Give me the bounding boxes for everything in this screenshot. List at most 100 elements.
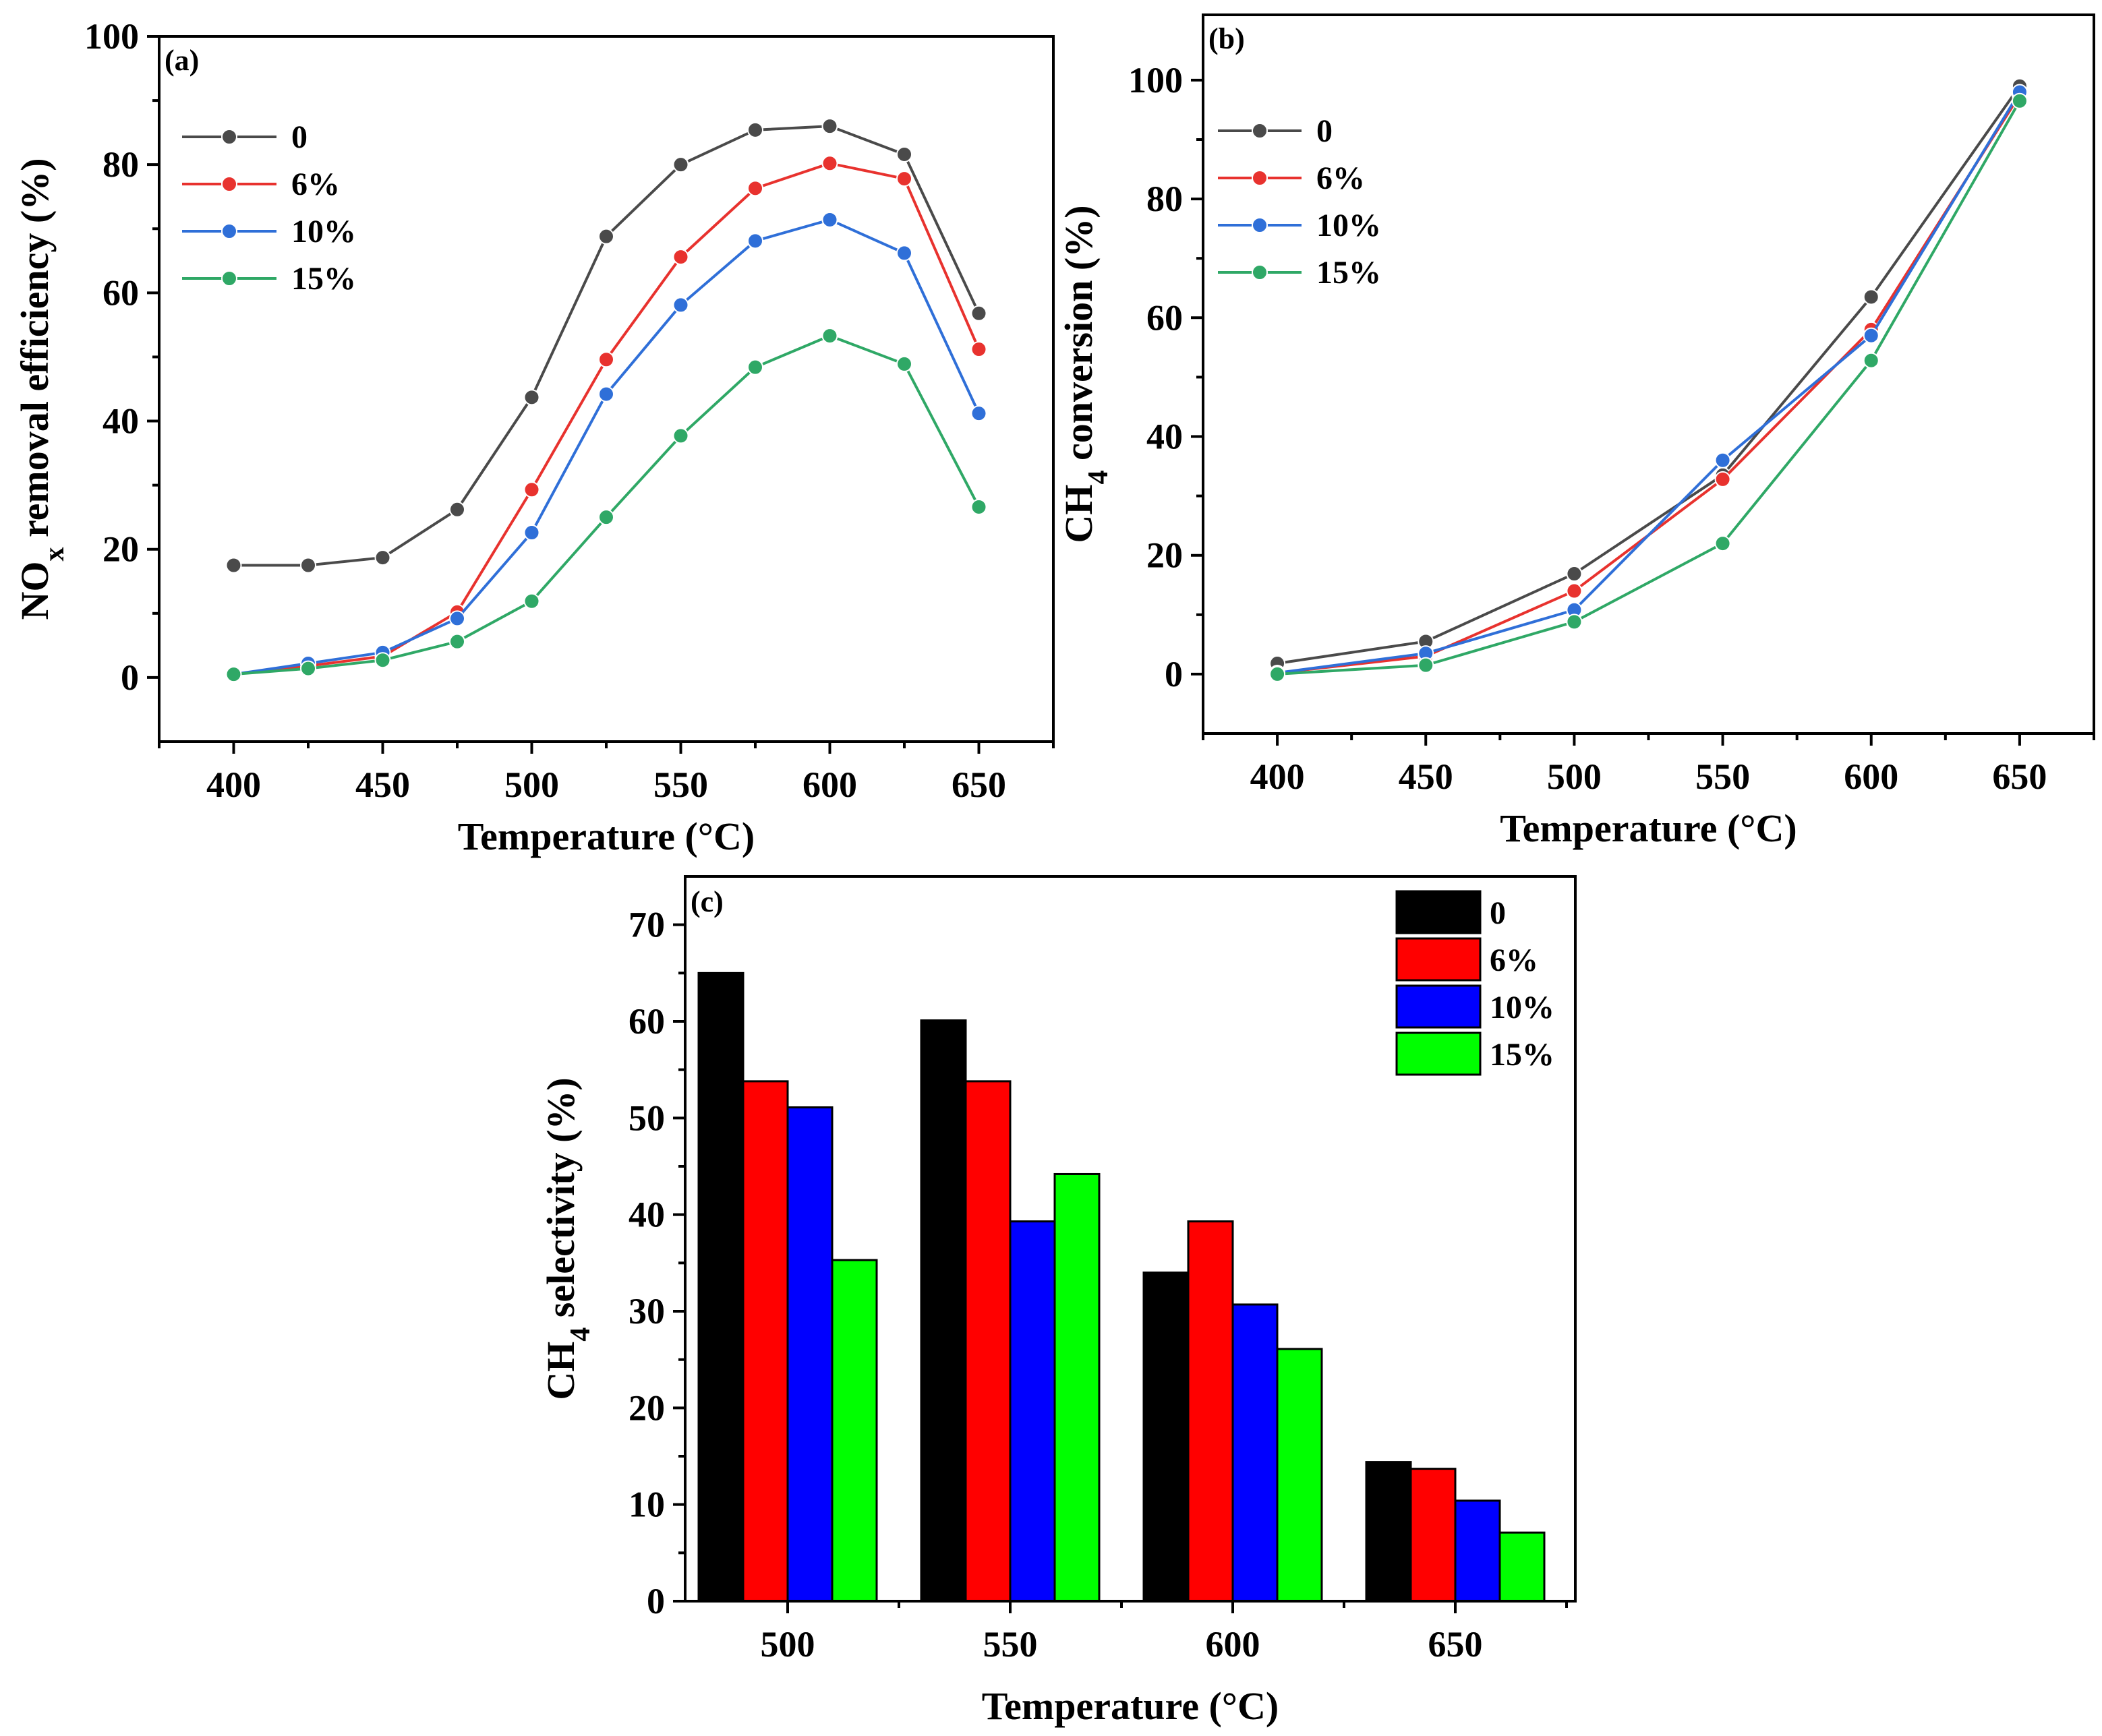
y-tick-label-c: 30 <box>629 1291 665 1331</box>
data-point-a <box>672 427 689 444</box>
legend-marker-a <box>221 129 237 145</box>
legend-a: 0 6% 10% 15% <box>182 119 356 297</box>
panel-label-a: (a) <box>165 44 199 77</box>
data-point-a <box>300 660 316 677</box>
legend-label-c: 15% <box>1490 1037 1554 1073</box>
bar-c <box>1231 1303 1279 1603</box>
x-tick-label-b: 400 <box>1250 756 1305 797</box>
legend-label-a: 10% <box>291 214 356 249</box>
y-tick-label-b: 20 <box>1146 535 1183 576</box>
y-tick-label-c: 20 <box>629 1387 665 1428</box>
x-axis-title-c: Temperature (°C) <box>982 1684 1279 1728</box>
data-point-a <box>523 481 540 498</box>
bar-c <box>1187 1220 1234 1603</box>
series-a-3 <box>225 328 987 683</box>
data-point-a <box>747 233 763 249</box>
x-tick-label-a: 650 <box>952 765 1006 805</box>
y-axis-title-main-c: CH <box>539 1342 583 1400</box>
data-point-a <box>225 666 242 683</box>
data-point-a <box>747 180 763 197</box>
y-tick-label-c: 10 <box>629 1485 665 1525</box>
data-point-b <box>1418 657 1434 674</box>
legend-label-b: 6% <box>1316 160 1365 196</box>
data-point-a <box>821 211 838 228</box>
x-tick-label-c: 600 <box>1206 1624 1260 1665</box>
legend-swatch-c <box>1395 937 1482 982</box>
data-point-b <box>2011 92 2028 109</box>
data-point-b <box>1714 452 1731 469</box>
x-tick-label-a: 450 <box>355 765 410 805</box>
legend-b: 0 6% 10% 15% <box>1218 113 1381 291</box>
y-tick-label-b: 0 <box>1165 654 1183 694</box>
data-point-b <box>1863 352 1879 369</box>
plot-frame-b <box>1202 13 2095 735</box>
data-point-a <box>970 305 987 322</box>
x-tick-label-b: 600 <box>1844 756 1898 797</box>
series-a-0 <box>225 118 987 574</box>
x-tick-label-a: 600 <box>802 765 857 805</box>
bar-series-c-1 <box>742 1080 1457 1603</box>
y-tick-label-c: 70 <box>629 905 665 945</box>
x-tick-label-c: 650 <box>1428 1624 1483 1665</box>
y-tick-label-a: 60 <box>103 272 139 313</box>
data-point-a <box>449 501 465 518</box>
y-axis-title-sub-a: x <box>39 547 70 562</box>
legend-marker-b <box>1252 170 1268 186</box>
data-point-a <box>896 245 912 262</box>
bar-series-c-2 <box>786 1106 1501 1603</box>
data-point-b <box>1714 471 1731 487</box>
y-tick-label-c: 50 <box>629 1098 665 1138</box>
data-point-a <box>821 328 838 345</box>
legend-label-c: 0 <box>1490 895 1506 931</box>
legend-marker-a <box>221 270 237 287</box>
data-point-a <box>896 146 912 162</box>
data-point-a <box>374 652 391 669</box>
data-point-b <box>1566 582 1583 599</box>
panel-b-ch4-conversion-chart: 400 450 500 550 600 650 0 20 40 60 80 100 0 6% 10% 15% (… <box>1057 13 2095 850</box>
panel-a-nox-removal-chart: 400 450 500 550 600 650 0 20 40 60 80 100 0 6% 10% 15% (… <box>13 16 1055 858</box>
plot-frame-c <box>684 875 1577 1603</box>
y-axis-title-a: NOx removal efficiency (%) <box>13 158 70 620</box>
data-point-a <box>821 155 838 172</box>
bar-c <box>1142 1271 1190 1603</box>
bar-c <box>742 1080 789 1603</box>
legend-marker-b <box>1252 264 1268 280</box>
data-point-b <box>1566 566 1583 582</box>
legend-swatch-c <box>1395 890 1482 934</box>
y-axis-title-b: CH4 conversion (%) <box>1057 205 1114 543</box>
y-tick-label-a: 20 <box>103 529 139 570</box>
panel-c-ch4-selectivity-chart: 500 550 600 650 0 10 20 30 40 50 60 70 0 6% 10% 15% (c) T… <box>539 875 1577 1728</box>
bar-c <box>831 1259 878 1603</box>
y-tick-label-b: 100 <box>1128 60 1183 100</box>
y-tick-label-b: 80 <box>1146 179 1183 219</box>
y-axis-title-rest-b: conversion (%) <box>1057 205 1101 470</box>
legend-label-b: 0 <box>1316 113 1333 149</box>
data-point-a <box>747 121 763 138</box>
y-tick-label-b: 40 <box>1146 417 1183 457</box>
legend-label-b: 10% <box>1316 208 1381 243</box>
data-point-a <box>300 557 316 574</box>
y-axis-title-sub-c: 4 <box>565 1327 596 1342</box>
data-point-b <box>1269 665 1286 682</box>
data-point-a <box>821 118 838 135</box>
data-point-a <box>374 549 391 566</box>
y-tick-label-a: 0 <box>121 657 139 698</box>
y-axis-title-main-a: NO <box>13 562 57 620</box>
bar-c <box>786 1106 834 1603</box>
data-point-a <box>225 557 242 574</box>
x-axis-title-a: Temperature (°C) <box>458 814 755 858</box>
legend-swatch-c <box>1395 1031 1482 1076</box>
data-point-a <box>598 228 614 245</box>
data-point-a <box>598 386 614 402</box>
data-point-a <box>598 351 614 368</box>
legend-marker-b <box>1252 217 1268 233</box>
legend-label-a: 6% <box>291 167 340 202</box>
x-tick-label-c: 550 <box>983 1624 1038 1665</box>
data-point-a <box>970 405 987 422</box>
bar-c <box>964 1080 1012 1603</box>
data-point-a <box>672 249 689 266</box>
y-axis-title-rest-a: removal efficiency (%) <box>13 158 57 547</box>
legend-label-a: 15% <box>291 261 356 297</box>
x-tick-label-a: 400 <box>206 765 261 805</box>
